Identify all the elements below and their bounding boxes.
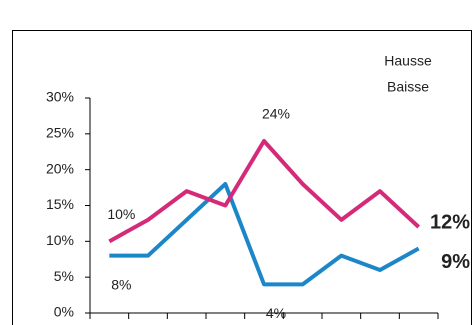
data-label: 12% — [430, 211, 470, 233]
data-label: 24% — [262, 106, 290, 122]
y-tick-label: 25% — [46, 125, 74, 141]
legend-entry: Hausse — [384, 53, 432, 69]
data-label: 9% — [441, 251, 470, 273]
y-tick-label: 0% — [54, 304, 74, 320]
y-tick-label: 20% — [46, 160, 74, 176]
data-label: 10% — [107, 206, 135, 222]
series-line — [108, 139, 421, 244]
y-tick-label: 10% — [46, 232, 74, 248]
y-tick-label: 5% — [54, 268, 74, 284]
y-tick-label: 15% — [46, 196, 74, 212]
data-label: 4% — [266, 305, 286, 321]
y-tick-label: 30% — [46, 89, 74, 105]
series-line — [109, 182, 420, 287]
legend-entry: Baisse — [387, 79, 429, 95]
data-label: 8% — [111, 276, 131, 292]
